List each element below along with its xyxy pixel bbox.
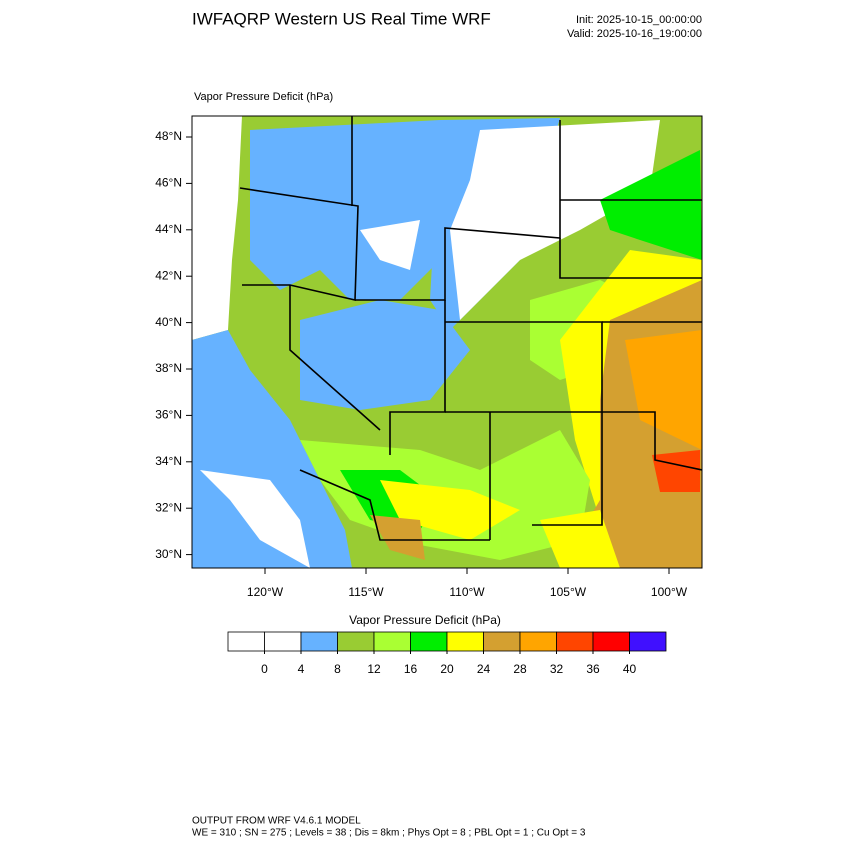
valid-time: Valid: 2025-10-16_19:00:00 [567, 28, 702, 40]
title: IWFAQRP Western US Real Time WRF [192, 9, 491, 28]
map-title: Vapor Pressure Deficit (hPa) [194, 91, 333, 103]
lat-label: 40°N [155, 315, 182, 329]
lon-label: 120°W [247, 585, 284, 599]
colorbar-box [519, 631, 557, 652]
colorbar-tick-label: 0 [261, 662, 268, 676]
colorbar-tick-label: 28 [513, 662, 527, 676]
colorbar-box [373, 631, 411, 652]
lat-label: 34°N [155, 454, 182, 468]
colorbar-tick-label: 8 [334, 662, 341, 676]
lon-label: 115°W [348, 585, 384, 599]
lat-label: 30°N [155, 547, 182, 561]
colorbar-box [592, 631, 630, 652]
map-field [192, 116, 702, 568]
footer-line: WE = 310 ; SN = 275 ; Levels = 38 ; Dis … [192, 828, 586, 839]
colorbar-tick-label: 32 [550, 662, 564, 676]
colorbar-tick-label: 12 [367, 662, 381, 676]
lat-label: 42°N [155, 268, 182, 282]
colorbar-box [446, 631, 484, 652]
colorbar-box [556, 631, 594, 652]
colorbar-tick-label: 40 [623, 662, 637, 676]
colorbar-box [300, 631, 338, 652]
lat-label: 48°N [155, 129, 182, 143]
colorbar-box [337, 631, 375, 652]
colorbar-box [227, 631, 265, 652]
map-frame [191, 115, 703, 569]
footer-line: OUTPUT FROM WRF V4.6.1 MODEL [192, 816, 361, 827]
lat-label: 38°N [155, 361, 182, 375]
colorbar-tick-label: 36 [586, 662, 600, 676]
lat-label: 36°N [155, 408, 182, 422]
colorbar-box [264, 631, 302, 652]
colorbar-tick-label: 16 [404, 662, 418, 676]
lat-label: 44°N [155, 222, 182, 236]
colorbar-tick-label: 24 [477, 662, 491, 676]
lon-label: 110°W [449, 585, 485, 599]
lon-label: 100°W [651, 585, 688, 599]
colorbar-tick-label: 4 [298, 662, 305, 676]
colorbar-box [410, 631, 448, 652]
colorbar-title: Vapor Pressure Deficit (hPa) [349, 613, 501, 627]
lat-label: 46°N [155, 176, 182, 190]
colorbar-box [629, 631, 667, 652]
lat-label: 32°N [155, 500, 182, 514]
lon-label: 105°W [550, 585, 587, 599]
init-time: Init: 2025-10-15_00:00:00 [576, 14, 702, 26]
colorbar-tick-label: 20 [440, 662, 454, 676]
colorbar-box [483, 631, 521, 652]
